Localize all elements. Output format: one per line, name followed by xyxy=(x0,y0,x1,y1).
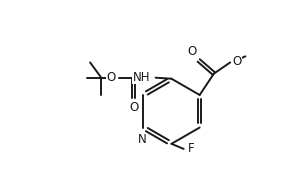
Text: N: N xyxy=(138,133,147,146)
Text: F: F xyxy=(188,142,195,155)
Text: O: O xyxy=(106,71,115,84)
Text: O: O xyxy=(232,55,241,68)
Text: O: O xyxy=(187,45,196,58)
Text: NH: NH xyxy=(132,71,150,84)
Text: O: O xyxy=(129,101,139,114)
